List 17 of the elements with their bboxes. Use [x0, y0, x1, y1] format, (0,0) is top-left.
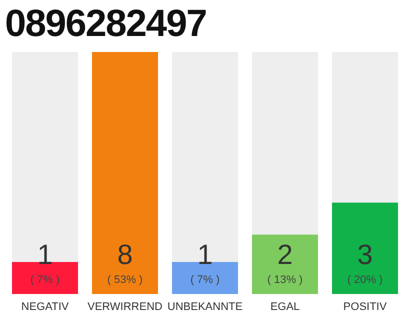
data-label: ( 13% ) [267, 274, 303, 286]
x-tick-label: POSITIV [343, 300, 388, 313]
data-label: ( 7% ) [30, 274, 60, 286]
x-tick-label: NEGATIV [21, 300, 70, 313]
data-label: ( 53% ) [107, 274, 143, 286]
annotation: 2 [277, 239, 293, 270]
annotation: 8 [117, 239, 133, 270]
x-tick-label: UNBEKANNTE [167, 300, 243, 313]
x-tick-label: VERWIRREND [88, 300, 163, 313]
bar [252, 234, 318, 294]
bar [172, 262, 238, 294]
data-label: ( 20% ) [347, 274, 383, 286]
bar [12, 262, 78, 294]
chart-title: 0896282497 [5, 2, 208, 46]
data-label: ( 7% ) [190, 274, 220, 286]
annotation: 3 [357, 239, 373, 270]
x-tick-label: EGAL [270, 300, 300, 313]
